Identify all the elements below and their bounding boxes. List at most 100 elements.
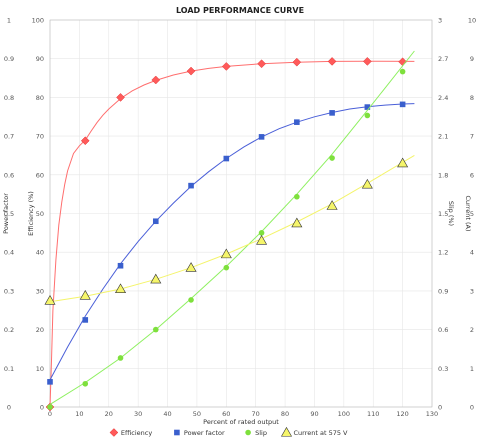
x-tick-label: 70 xyxy=(252,410,260,418)
efficiency-tick-label: 0 xyxy=(40,404,44,412)
data-point-current xyxy=(44,294,56,305)
x-axis-title: Percent of rated output xyxy=(203,418,279,426)
series-efficiency xyxy=(45,57,415,412)
data-point-power_factor xyxy=(329,110,335,116)
efficiency-tick-label: 60 xyxy=(36,171,44,179)
legend-marker-slip xyxy=(245,429,251,436)
legend-label-current: Current at 575 V xyxy=(294,429,349,437)
data-point-slip xyxy=(294,193,300,200)
data-point-efficiency xyxy=(221,62,231,71)
power_factor-tick-label: 0 xyxy=(7,404,11,412)
series-current xyxy=(44,154,415,305)
data-point-current xyxy=(79,289,91,300)
series-line-power_factor xyxy=(49,103,415,381)
x-tick-label: 50 xyxy=(193,410,201,418)
slip-tick-label: 3 xyxy=(438,17,442,25)
current-tick-label: 1 xyxy=(470,365,474,373)
series-slip xyxy=(47,50,415,410)
power_factor-tick-label: 0.5 xyxy=(4,210,14,218)
current-axis-title: Current (A) xyxy=(464,196,472,232)
slip-tick-label: 1.8 xyxy=(438,171,448,179)
slip-tick-label: 0.9 xyxy=(438,287,448,295)
legend-marker-current xyxy=(280,426,293,437)
slip-tick-label: 0 xyxy=(438,404,442,412)
data-point-power_factor xyxy=(399,101,406,108)
efficiency-tick-label: 40 xyxy=(36,249,44,257)
slip-tick-label: 0.6 xyxy=(438,326,448,334)
efficiency-tick-label: 90 xyxy=(36,55,44,63)
power_factor-tick-label: 0.7 xyxy=(4,133,14,141)
legend-label-power_factor: Power factor xyxy=(184,429,225,437)
data-point-current xyxy=(361,178,373,189)
data-point-slip xyxy=(152,326,159,333)
series-power_factor xyxy=(47,101,415,385)
slip-tick-label: 0.3 xyxy=(438,365,448,373)
slip-tick-label: 2.4 xyxy=(438,94,448,102)
data-point-slip xyxy=(364,112,371,119)
series-layer xyxy=(44,50,415,412)
data-point-current xyxy=(326,200,338,210)
x-tick-label: 60 xyxy=(222,410,230,418)
data-point-power_factor xyxy=(364,104,371,110)
data-point-efficiency xyxy=(292,57,302,67)
legend: Efficiency Power factor Slip Current at 575… xyxy=(109,426,349,437)
power_factor-tick-label: 1 xyxy=(7,17,11,25)
chart-title: LOAD PERFORMANCE CURVE xyxy=(176,6,304,15)
power_factor-tick-label: 0.8 xyxy=(4,94,14,102)
data-point-efficiency xyxy=(116,93,125,102)
data-point-current xyxy=(185,262,197,272)
x-tick-label: 100 xyxy=(338,410,350,418)
efficiency-tick-label: 100 xyxy=(32,17,44,25)
current-tick-label: 3 xyxy=(470,287,474,295)
slip-tick-label: 1.5 xyxy=(438,210,448,218)
data-point-slip xyxy=(329,155,335,161)
data-point-efficiency xyxy=(257,59,266,69)
efficiency-tick-label: 80 xyxy=(36,94,44,102)
power_factor-tick-label: 0.6 xyxy=(4,171,14,179)
x-tick-label: 120 xyxy=(396,410,408,418)
efficiency-tick-label: 10 xyxy=(36,365,44,373)
efficiency-tick-label: 50 xyxy=(36,210,44,218)
data-point-current xyxy=(291,217,303,228)
current-tick-label: 2 xyxy=(470,326,474,334)
power_factor-tick-label: 0.9 xyxy=(4,55,14,63)
current-tick-label: 8 xyxy=(470,94,474,102)
current-tick-label: 10 xyxy=(468,17,476,25)
x-tick-label: 90 xyxy=(310,410,318,418)
data-point-current xyxy=(115,283,127,294)
current-tick-label: 9 xyxy=(470,55,474,63)
plot-frame xyxy=(49,19,433,408)
current-tick-label: 7 xyxy=(470,133,474,141)
x-tick-label: 10 xyxy=(75,410,83,418)
legend-marker-efficiency xyxy=(109,428,119,437)
x-tick-label: 40 xyxy=(163,410,171,418)
slip-tick-label: 2.7 xyxy=(438,55,448,63)
data-point-power_factor xyxy=(117,262,124,269)
series-line-current xyxy=(49,154,415,303)
efficiency-tick-label: 20 xyxy=(36,326,44,334)
power_factor-tick-label: 0.4 xyxy=(4,249,14,257)
data-point-power_factor xyxy=(294,119,300,125)
data-point-power_factor xyxy=(188,182,194,189)
data-point-current xyxy=(397,157,409,168)
x-tick-label: 30 xyxy=(134,410,142,418)
efficiency-tick-label: 70 xyxy=(36,133,44,141)
data-point-current xyxy=(256,234,268,245)
legend-marker-power_factor xyxy=(174,429,180,436)
x-tick-label: 130 xyxy=(426,410,438,418)
power_factor-axis-title: Power factor xyxy=(2,193,10,234)
data-point-efficiency xyxy=(186,66,196,76)
data-point-slip xyxy=(258,230,265,236)
data-point-power_factor xyxy=(152,218,159,225)
data-point-efficiency xyxy=(151,75,161,85)
power_factor-tick-label: 0.2 xyxy=(4,326,14,334)
series-line-slip xyxy=(49,50,415,405)
data-point-power_factor xyxy=(223,155,230,162)
data-point-slip xyxy=(82,380,89,387)
x-tick-label: 110 xyxy=(367,410,379,418)
data-point-slip xyxy=(117,355,124,361)
x-tick-label: 80 xyxy=(281,410,289,418)
slip-tick-label: 1.2 xyxy=(438,249,448,257)
efficiency-tick-label: 30 xyxy=(36,287,44,295)
